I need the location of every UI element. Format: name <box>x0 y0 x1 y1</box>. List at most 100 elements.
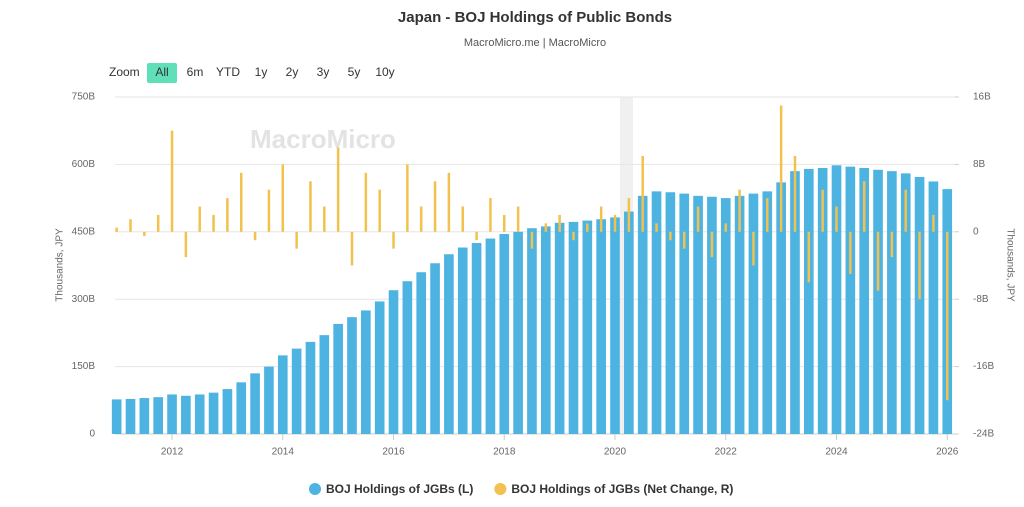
net-change-bar <box>156 214 160 232</box>
bar <box>125 398 136 434</box>
bar <box>457 247 468 434</box>
watermark: MacroMicro <box>250 124 396 154</box>
net-change-bar <box>586 223 589 232</box>
net-change-bar <box>544 223 548 232</box>
bar <box>720 198 731 434</box>
net-change-bar <box>143 231 146 237</box>
bar <box>277 355 288 434</box>
bar <box>416 272 427 434</box>
net-change-bar <box>724 223 728 232</box>
net-change-bar <box>516 206 520 232</box>
bar <box>748 193 759 434</box>
y2-tick-label: -16B <box>973 361 994 372</box>
net-change-bar <box>309 181 312 232</box>
bar <box>347 317 357 434</box>
legend-label[interactable]: BOJ Holdings of JGBs (L) <box>326 482 473 496</box>
y-tick-label: 600B <box>72 159 96 170</box>
bar <box>900 173 911 435</box>
y-tick-label: 0 <box>89 429 95 440</box>
net-change-bar <box>239 172 243 232</box>
bar <box>859 167 870 434</box>
bar <box>610 217 620 434</box>
y2-axis-title: Thousands, JPY <box>1004 228 1015 302</box>
net-change-bar <box>170 130 174 232</box>
bar <box>236 382 247 434</box>
net-change-bar <box>212 214 215 232</box>
y-axis-title: Thousands, JPY <box>55 228 66 302</box>
net-change-bar <box>115 227 118 232</box>
net-change-bar <box>696 206 700 232</box>
bar <box>817 167 828 434</box>
bar <box>513 231 523 434</box>
bar <box>637 195 648 434</box>
net-change-bar <box>641 155 644 232</box>
net-change-bar <box>932 214 935 232</box>
x-tick-label: 2012 <box>161 447 184 458</box>
net-change-bar <box>184 231 188 258</box>
x-tick-label: 2018 <box>493 447 516 458</box>
net-change-bar <box>627 198 631 232</box>
net-change-bar <box>530 231 534 249</box>
net-change-bar <box>475 231 478 241</box>
net-change-bar <box>129 219 132 232</box>
bar <box>319 335 330 434</box>
bar <box>222 389 233 434</box>
bar <box>250 373 260 434</box>
net-change-bar <box>655 223 658 232</box>
zoom-button[interactable]: 3y <box>317 65 330 79</box>
bar <box>679 193 690 434</box>
zoom-button[interactable]: 1y <box>255 65 268 79</box>
net-change-bar <box>669 231 672 241</box>
net-change-bar <box>503 214 506 232</box>
net-change-bar <box>766 198 769 232</box>
x-tick-label: 2014 <box>272 447 295 458</box>
net-change-bar <box>945 231 949 401</box>
zoom-button[interactable]: 6m <box>187 65 204 79</box>
y2-tick-label: 16B <box>973 92 991 103</box>
legend-label[interactable]: BOJ Holdings of JGBs (Net Change, R) <box>511 482 733 496</box>
chart-subtitle: MacroMicro.me | MacroMicro <box>464 37 606 49</box>
zoom-button[interactable]: YTD <box>216 65 240 79</box>
net-change-bar <box>821 189 824 232</box>
legend-marker[interactable] <box>494 483 507 495</box>
x-tick-label: 2016 <box>382 447 405 458</box>
zoom-button[interactable]: All <box>155 65 168 79</box>
bar <box>333 323 343 434</box>
net-change-bar <box>447 172 451 232</box>
zoom-button[interactable]: 10y <box>375 65 394 79</box>
zoom-button[interactable]: 5y <box>348 65 361 79</box>
net-change-bar <box>862 181 866 232</box>
net-change-bar <box>461 206 464 232</box>
bar <box>803 168 814 435</box>
y-tick-label: 750B <box>72 92 96 103</box>
net-change-bar <box>350 231 354 266</box>
zoom-label: Zoom <box>109 65 140 79</box>
bar <box>374 301 385 434</box>
net-change-bar <box>364 172 368 232</box>
net-change-bar <box>779 105 783 232</box>
net-change-bar <box>793 155 797 232</box>
bar <box>568 221 579 434</box>
y2-tick-label: -8B <box>973 294 989 305</box>
net-change-bar <box>433 181 437 232</box>
bar <box>665 192 676 434</box>
net-change-bar <box>558 214 561 232</box>
bar <box>624 211 634 434</box>
zoom-button[interactable]: 2y <box>286 65 299 79</box>
bar <box>527 228 537 434</box>
net-change-bar <box>890 231 894 258</box>
net-change-bar <box>613 214 617 232</box>
bar <box>194 394 205 434</box>
y-tick-label: 300B <box>72 294 96 305</box>
legend-marker[interactable] <box>309 483 321 495</box>
bar <box>707 196 717 434</box>
net-change-bar <box>323 206 326 232</box>
net-change-bar <box>267 189 271 232</box>
y2-tick-label: 0 <box>973 226 979 237</box>
net-change-bar <box>599 206 603 232</box>
net-change-bar <box>738 189 741 232</box>
net-change-bar <box>918 231 921 300</box>
x-tick-label: 2022 <box>715 447 738 458</box>
net-change-bar <box>876 231 880 291</box>
